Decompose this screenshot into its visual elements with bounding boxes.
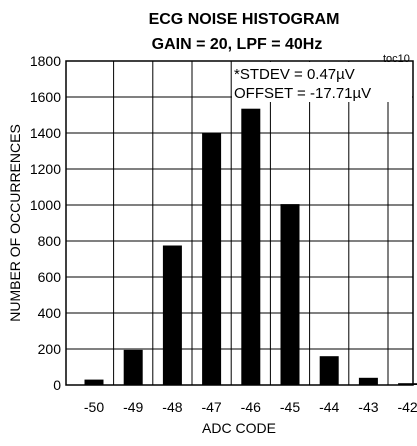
x-tick-label: -47 — [201, 399, 221, 415]
x-tick-label: -46 — [241, 399, 261, 415]
offset-annotation: OFFSET = -17.71µV — [234, 85, 371, 102]
stdev-annotation: *STDEV = 0.47µV — [234, 66, 355, 83]
bar--43 — [359, 378, 378, 385]
x-tick-label: -49 — [123, 399, 143, 415]
x-tick-label: -42 — [397, 399, 417, 415]
y-tick-label: 800 — [38, 233, 62, 249]
chart-title: ECG NOISE HISTOGRAM — [149, 11, 340, 28]
y-tick-label: 1000 — [30, 197, 61, 213]
plot-frame — [66, 61, 413, 385]
bar--50 — [85, 380, 104, 385]
bar--49 — [124, 350, 143, 385]
x-tick-labels: -50 -49 -48 -47 -46 -45 -44 -43 -42 — [84, 399, 417, 415]
x-axis-label: ADC CODE — [202, 420, 276, 436]
bar--46 — [241, 109, 260, 385]
grid-layer — [66, 61, 413, 385]
y-tick-label: 200 — [38, 341, 62, 357]
y-tick-label: 1200 — [30, 161, 61, 177]
y-axis-label: NUMBER OF OCCURRENCES — [7, 124, 23, 322]
y-tick-label: 1400 — [30, 125, 61, 141]
y-tick-label: 1800 — [30, 53, 61, 69]
y-tick-label: 1600 — [30, 89, 61, 105]
bars-layer — [85, 109, 417, 385]
bar--45 — [281, 204, 300, 385]
y-tick-label: 600 — [38, 269, 62, 285]
bar--47 — [202, 133, 221, 385]
y-tick-label: 0 — [53, 377, 61, 393]
x-tick-label: -50 — [84, 399, 104, 415]
chart-subtitle: GAIN = 20, LPF = 40Hz — [152, 36, 323, 53]
y-tick-labels: 0 200 400 600 800 1000 1200 1400 1600 1800 — [30, 53, 61, 393]
x-tick-label: -45 — [280, 399, 300, 415]
x-tick-label: -48 — [162, 399, 182, 415]
y-tick-label: 400 — [38, 305, 62, 321]
bar--48 — [163, 246, 182, 386]
x-tick-label: -43 — [358, 399, 378, 415]
bar--44 — [320, 356, 339, 385]
x-tick-label: -44 — [319, 399, 339, 415]
